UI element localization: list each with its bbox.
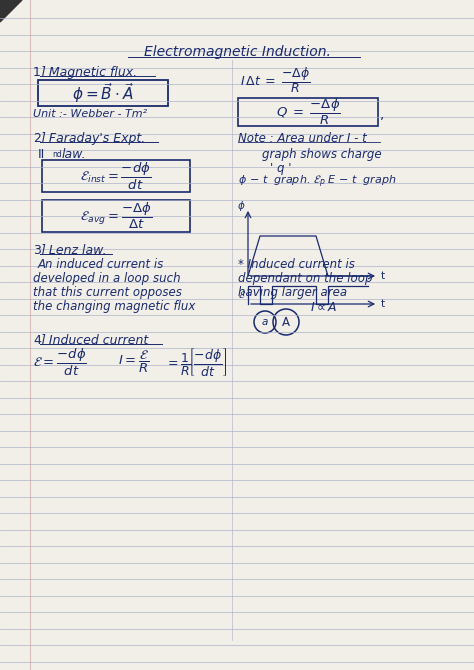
Text: Note : Area under I - t: Note : Area under I - t (238, 131, 367, 145)
Text: $I = \dfrac{\mathcal{E}}{R}$: $I = \dfrac{\mathcal{E}}{R}$ (118, 349, 149, 375)
Text: having larger area: having larger area (238, 285, 347, 299)
Text: II: II (38, 147, 45, 161)
Text: ] Induced current: ] Induced current (40, 334, 148, 346)
Text: $\mathcal{E}_{inst} = \dfrac{-d\phi}{dt}$: $\mathcal{E}_{inst} = \dfrac{-d\phi}{dt}… (81, 160, 152, 192)
Text: t: t (381, 299, 385, 309)
Text: that this current opposes: that this current opposes (33, 285, 182, 299)
Text: ] Magnetic flux.: ] Magnetic flux. (40, 66, 137, 78)
Text: the changing magnetic flux: the changing magnetic flux (33, 299, 195, 312)
Text: $\mathcal{E} = \dfrac{-d\phi}{dt}$: $\mathcal{E} = \dfrac{-d\phi}{dt}$ (33, 346, 87, 378)
Text: ] Lenz law.: ] Lenz law. (40, 243, 107, 257)
Text: A: A (282, 316, 290, 328)
Text: $\phi = \vec{B}\cdot\vec{A}$: $\phi = \vec{B}\cdot\vec{A}$ (72, 81, 134, 105)
Text: nd: nd (52, 150, 62, 159)
Text: 3: 3 (33, 243, 41, 257)
Text: $I \propto A$: $I \propto A$ (310, 301, 337, 314)
Text: ' q ': ' q ' (270, 161, 292, 174)
Text: Unit :- Webber - Tm²: Unit :- Webber - Tm² (33, 109, 147, 119)
Bar (42, 200, 190, 232)
Text: $= \dfrac{1}{R}\!\left[\dfrac{-d\phi}{dt}\right]$: $= \dfrac{1}{R}\!\left[\dfrac{-d\phi}{dt… (165, 346, 227, 378)
Text: An induced current is: An induced current is (38, 257, 164, 271)
Text: developed in a loop such: developed in a loop such (33, 271, 181, 285)
Text: $\mathcal{E}$: $\mathcal{E}$ (238, 289, 246, 299)
Bar (238, 98, 378, 126)
Bar (42, 160, 190, 192)
Text: ] Faraday's Expt.: ] Faraday's Expt. (40, 131, 145, 145)
Text: $\mathcal{E}_{avg} = \dfrac{-\Delta\phi}{\Delta t}$: $\mathcal{E}_{avg} = \dfrac{-\Delta\phi}… (80, 201, 152, 231)
Text: $Q \;=\; \dfrac{-\Delta\phi}{R}$: $Q \;=\; \dfrac{-\Delta\phi}{R}$ (275, 97, 340, 127)
Text: 1: 1 (33, 66, 41, 78)
Bar (38, 80, 168, 106)
Text: a: a (262, 317, 268, 327)
Text: 2: 2 (33, 131, 41, 145)
Text: dependant on the loop: dependant on the loop (238, 271, 373, 285)
Text: t: t (381, 271, 385, 281)
Text: ,: , (380, 107, 384, 121)
Text: graph shows charge: graph shows charge (262, 147, 382, 161)
Text: law.: law. (62, 147, 87, 161)
Text: $\phi\,-\,t\;$ graph. $\mathcal{E}_p\;E\,-\,t\;$ graph: $\phi\,-\,t\;$ graph. $\mathcal{E}_p\;E\… (238, 174, 397, 190)
Polygon shape (0, 0, 22, 22)
Text: Electromagnetic Induction.: Electromagnetic Induction. (144, 45, 330, 59)
Text: $I\,\Delta t \;=\; \dfrac{-\Delta\phi}{R}$: $I\,\Delta t \;=\; \dfrac{-\Delta\phi}{R… (240, 65, 310, 95)
Text: * Induced current is: * Induced current is (238, 257, 355, 271)
Text: 4: 4 (33, 334, 41, 346)
Text: $\phi$: $\phi$ (237, 199, 246, 213)
